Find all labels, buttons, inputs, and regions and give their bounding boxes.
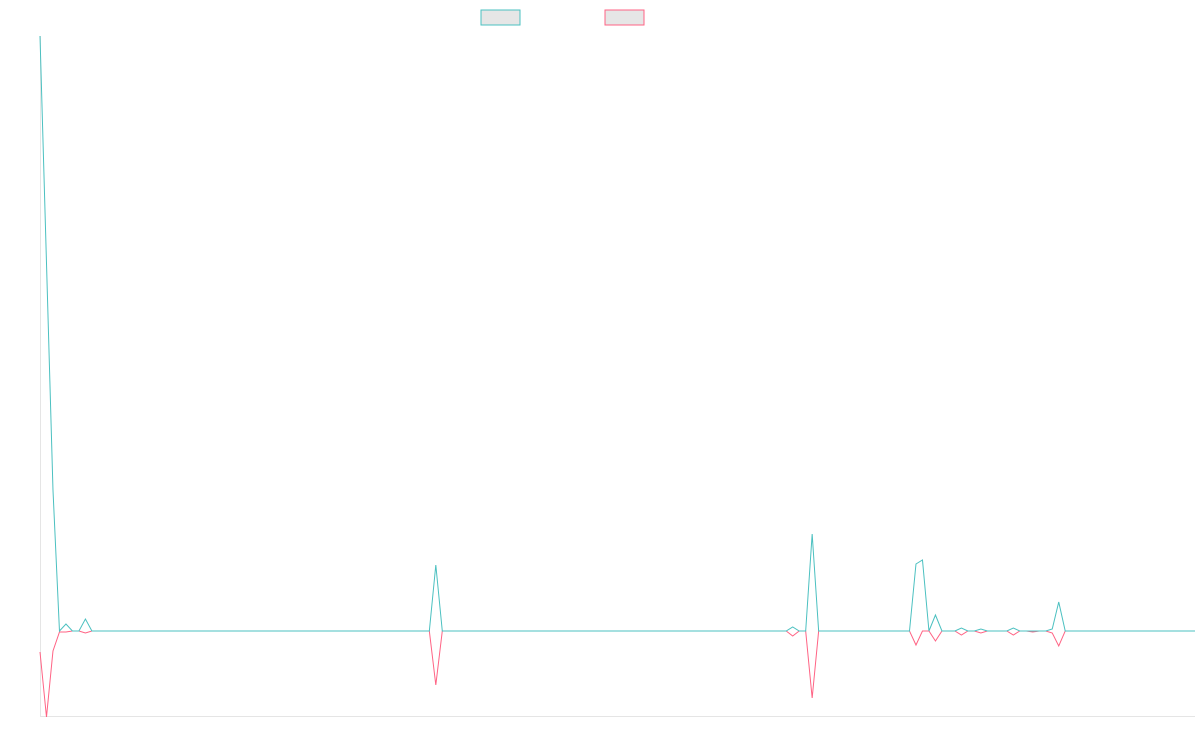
series-line — [39, 35, 1195, 633]
series-line — [39, 630, 1195, 718]
legend-swatch[interactable] — [480, 9, 521, 26]
legend-swatch[interactable] — [604, 9, 645, 26]
